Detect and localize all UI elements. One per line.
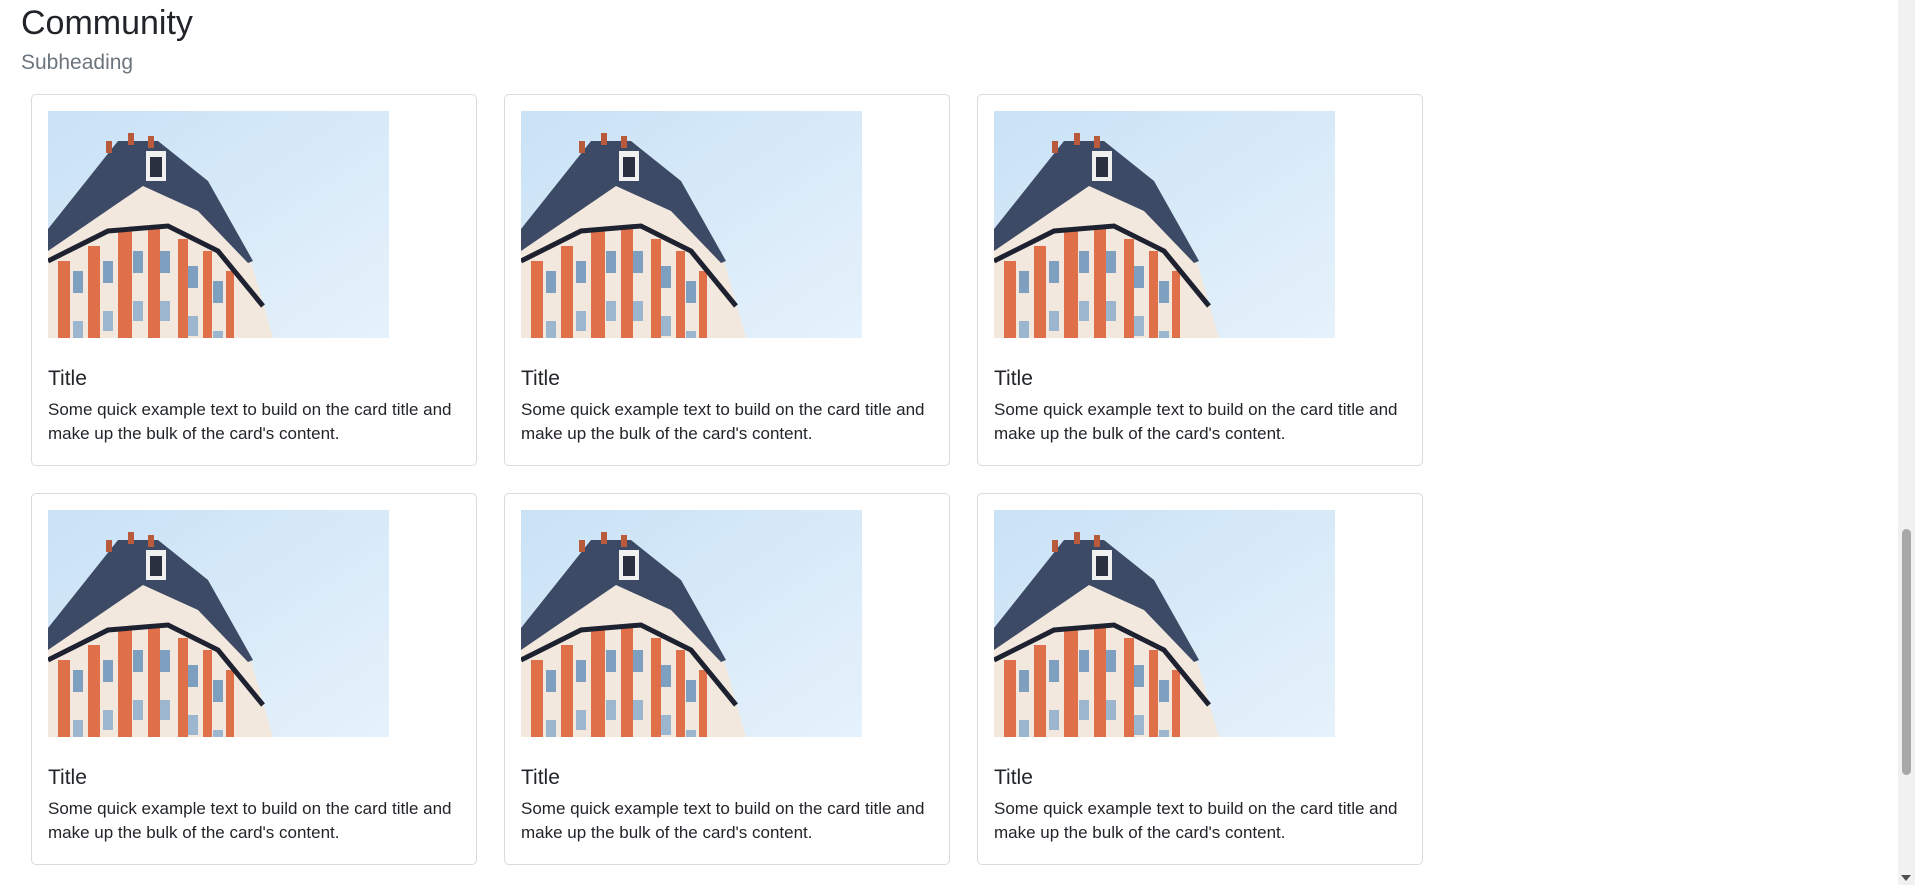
building-photo-icon <box>48 111 389 338</box>
vertical-scrollbar[interactable] <box>1898 0 1915 885</box>
card-title: Title <box>521 766 560 789</box>
card-text: Some quick example text to build on the … <box>521 799 925 842</box>
card: Title Some quick example text to build o… <box>31 94 477 466</box>
card-text: Some quick example text to build on the … <box>48 400 452 443</box>
scrollbar-thumb[interactable] <box>1902 529 1911 775</box>
card-title: Title <box>48 367 87 390</box>
building-photo-icon <box>521 510 862 737</box>
card-title: Title <box>994 367 1033 390</box>
card-text: Some quick example text to build on the … <box>521 400 925 443</box>
card: Title Some quick example text to build o… <box>31 493 477 865</box>
card-image <box>48 510 389 737</box>
card-text: Some quick example text to build on the … <box>994 799 1398 842</box>
card-image <box>521 510 862 737</box>
card-title: Title <box>521 367 560 390</box>
building-photo-icon <box>994 510 1335 737</box>
card: Title Some quick example text to build o… <box>977 493 1423 865</box>
card: Title Some quick example text to build o… <box>504 493 950 865</box>
building-photo-icon <box>521 111 862 338</box>
building-photo-icon <box>48 510 389 737</box>
card-image <box>521 111 862 338</box>
card: Title Some quick example text to build o… <box>977 94 1423 466</box>
scroll-down-arrow-icon[interactable] <box>1901 875 1911 881</box>
page-subtitle: Subheading <box>21 51 134 74</box>
building-photo-icon <box>994 111 1335 338</box>
card-text: Some quick example text to build on the … <box>994 400 1398 443</box>
page-title: Community <box>21 4 193 42</box>
card-image <box>994 111 1335 338</box>
card-title: Title <box>994 766 1033 789</box>
card-image <box>48 111 389 338</box>
card: Title Some quick example text to build o… <box>504 94 950 466</box>
card-text: Some quick example text to build on the … <box>48 799 452 842</box>
card-image <box>994 510 1335 737</box>
card-title: Title <box>48 766 87 789</box>
